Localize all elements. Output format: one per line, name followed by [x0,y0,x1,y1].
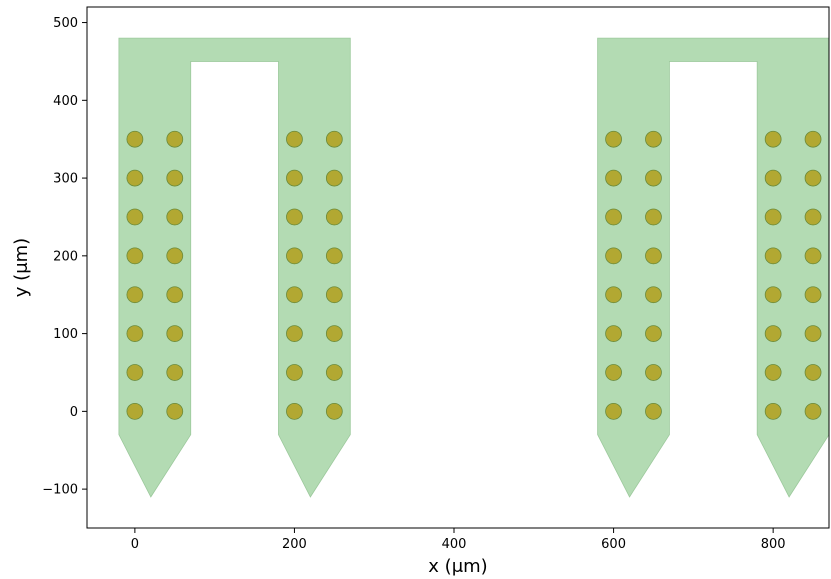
contact-point [764,169,782,187]
contact-point [764,325,782,342]
contact-point [764,208,782,226]
y-tick-label: 200 [53,249,78,264]
contact-point [325,402,343,420]
contact-point [804,247,822,265]
contact-point [605,364,622,381]
contact-point [804,169,822,187]
contact-point [286,325,303,342]
contact-point [325,130,343,148]
contact-point [764,402,782,420]
y-tick-label: 400 [53,94,78,109]
x-tick-label: 600 [601,537,626,552]
contact-point [325,247,343,265]
contact-point [166,325,184,342]
contact-point [764,247,782,265]
axes: 0 200 400 600 800 −100 0 100 200 300 400 500 [42,6,830,552]
contact-point [804,208,822,226]
contact-point [286,286,303,304]
contact-point [166,208,184,226]
contact-point [804,286,822,304]
contact-point [126,402,144,420]
contact-point [126,208,144,226]
contact-point [605,247,622,265]
contact-point [645,247,662,265]
contact-point [126,286,144,304]
contact-point [126,169,144,187]
contact-point [286,169,303,187]
contact-point [645,130,662,148]
contact-point [166,286,184,304]
probe-shank-2 [597,37,830,498]
x-tick-label: 800 [761,537,786,552]
contact-point [764,130,782,148]
x-axis-label: x (μm) [428,556,487,577]
y-tick-label: −100 [42,483,78,498]
probe-shank-1 [118,37,351,498]
contact-point [325,208,343,226]
contact-point [605,208,622,226]
x-tick-label: 400 [442,537,467,552]
contact-point [645,208,662,226]
contact-point [325,169,343,187]
contact-point [126,130,144,148]
contact-point [645,402,662,420]
x-tick-label: 0 [131,537,139,552]
y-tick-label: 300 [53,172,78,187]
contact-point [804,364,822,381]
contact-point [804,402,822,420]
contact-point [286,208,303,226]
contact-point [804,325,822,342]
contact-point [126,364,144,381]
contact-point [764,364,782,381]
contact-point [605,402,622,420]
y-tick-label: 100 [53,327,78,342]
contact-point [286,402,303,420]
y-axis-label: y (μm) [11,238,32,297]
contact-point [764,286,782,304]
contact-point [325,364,343,381]
contact-point [166,169,184,187]
contact-points [126,130,822,420]
contact-point [605,169,622,187]
contact-point [325,286,343,304]
contact-point [645,325,662,342]
plot-frame [86,6,830,529]
contact-point [166,402,184,420]
contact-point [166,247,184,265]
contact-point [126,247,144,265]
contact-point [645,364,662,381]
contact-point [605,130,622,148]
contact-point [605,286,622,304]
probe-shanks [118,37,830,498]
contact-point [804,130,822,148]
contact-point [166,364,184,381]
contact-point [645,169,662,187]
y-tick-label: 500 [53,16,78,31]
contact-point [286,364,303,381]
contact-point [286,130,303,148]
contact-point [286,247,303,265]
contact-point [166,130,184,148]
contact-point [645,286,662,304]
contact-point [126,325,144,342]
contact-point [605,325,622,342]
contact-point [325,325,343,342]
x-tick-label: 200 [282,537,307,552]
y-tick-label: 0 [70,405,78,420]
